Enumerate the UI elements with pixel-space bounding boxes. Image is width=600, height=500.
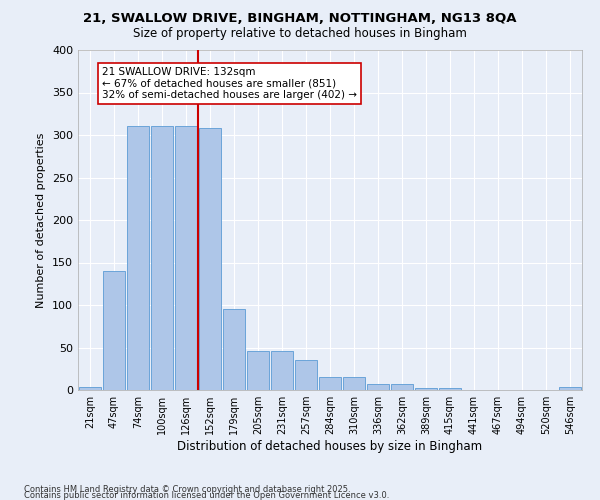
Text: Contains public sector information licensed under the Open Government Licence v3: Contains public sector information licen… — [24, 490, 389, 500]
Bar — [367, 384, 389, 390]
Y-axis label: Number of detached properties: Number of detached properties — [37, 132, 46, 308]
Bar — [175, 126, 197, 390]
Bar — [295, 360, 317, 390]
Bar — [199, 128, 221, 390]
Bar — [271, 351, 293, 390]
Bar — [151, 126, 173, 390]
Text: Size of property relative to detached houses in Bingham: Size of property relative to detached ho… — [133, 28, 467, 40]
Bar — [79, 386, 101, 390]
Bar — [103, 271, 125, 390]
Bar — [391, 384, 413, 390]
Bar — [415, 388, 437, 390]
Bar — [223, 309, 245, 390]
Bar — [439, 388, 461, 390]
Bar — [559, 388, 581, 390]
Text: 21 SWALLOW DRIVE: 132sqm
← 67% of detached houses are smaller (851)
32% of semi-: 21 SWALLOW DRIVE: 132sqm ← 67% of detach… — [102, 67, 357, 100]
Text: Contains HM Land Registry data © Crown copyright and database right 2025.: Contains HM Land Registry data © Crown c… — [24, 484, 350, 494]
Bar — [127, 126, 149, 390]
Bar — [319, 378, 341, 390]
Text: 21, SWALLOW DRIVE, BINGHAM, NOTTINGHAM, NG13 8QA: 21, SWALLOW DRIVE, BINGHAM, NOTTINGHAM, … — [83, 12, 517, 26]
Bar — [343, 378, 365, 390]
Bar — [247, 351, 269, 390]
X-axis label: Distribution of detached houses by size in Bingham: Distribution of detached houses by size … — [178, 440, 482, 453]
